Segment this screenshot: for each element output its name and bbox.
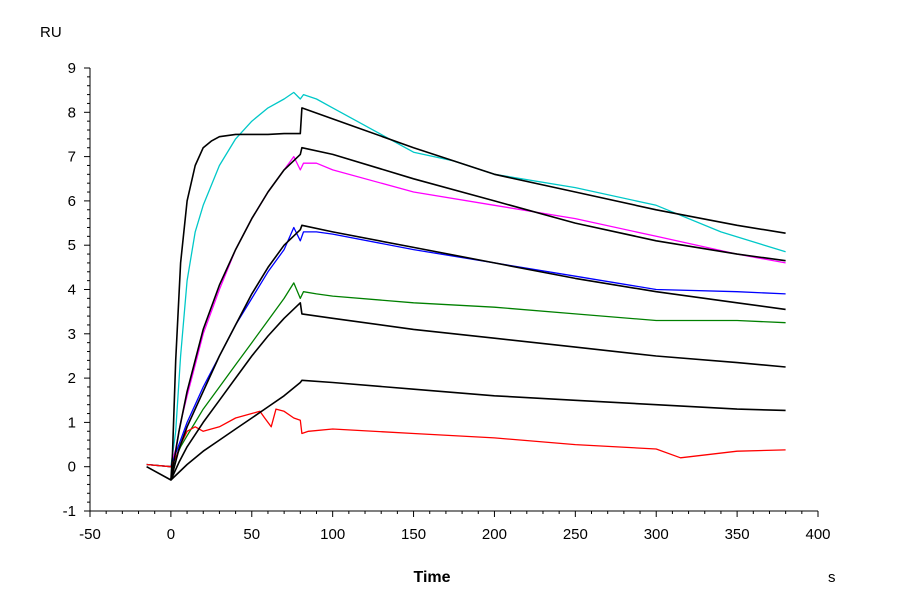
y-tick-label: 6: [68, 193, 76, 210]
y-tick-label: 7: [68, 149, 76, 166]
x-tick-label: 0: [167, 526, 175, 543]
fit-curve: [146, 107, 786, 481]
y-tick-label: 0: [68, 459, 76, 476]
axes: -50 0 50 100 150 200 250 300 350 400 -1 0 1 2 3 4 5 6 7 8 9: [63, 60, 831, 543]
y-tick-label: -1: [63, 503, 76, 520]
y-tick-label: 2: [68, 370, 76, 387]
fit-curve: [170, 146, 786, 481]
series-layer: [146, 91, 786, 481]
x-tick-label: 150: [401, 526, 426, 543]
y-tick-label: 8: [68, 104, 76, 121]
measured-curve: [146, 91, 786, 468]
x-axis-title: Time: [413, 569, 450, 586]
y-tick-label: 9: [68, 60, 76, 77]
x-tick-label: 400: [805, 526, 830, 543]
y-tick-label: 3: [68, 326, 76, 343]
y-tick-label: 1: [68, 414, 76, 431]
y-tick-label: 4: [68, 282, 76, 299]
x-unit-label: s: [828, 569, 836, 586]
x-tick-label: 250: [563, 526, 588, 543]
x-tick-label: 100: [320, 526, 345, 543]
x-tick-label: 350: [725, 526, 750, 543]
x-tick-label: -50: [79, 526, 101, 543]
measured-curve: [146, 408, 786, 468]
measured-curve: [146, 282, 786, 468]
x-tick-label: 50: [243, 526, 260, 543]
measured-curve: [146, 226, 786, 468]
fit-curve: [170, 224, 786, 481]
x-tick-label: 200: [482, 526, 507, 543]
fit-curve: [170, 379, 786, 481]
x-tick-label: 300: [644, 526, 669, 543]
y-unit-label: RU: [40, 24, 62, 41]
fit-curve: [170, 301, 786, 481]
y-tick-label: 5: [68, 237, 76, 254]
